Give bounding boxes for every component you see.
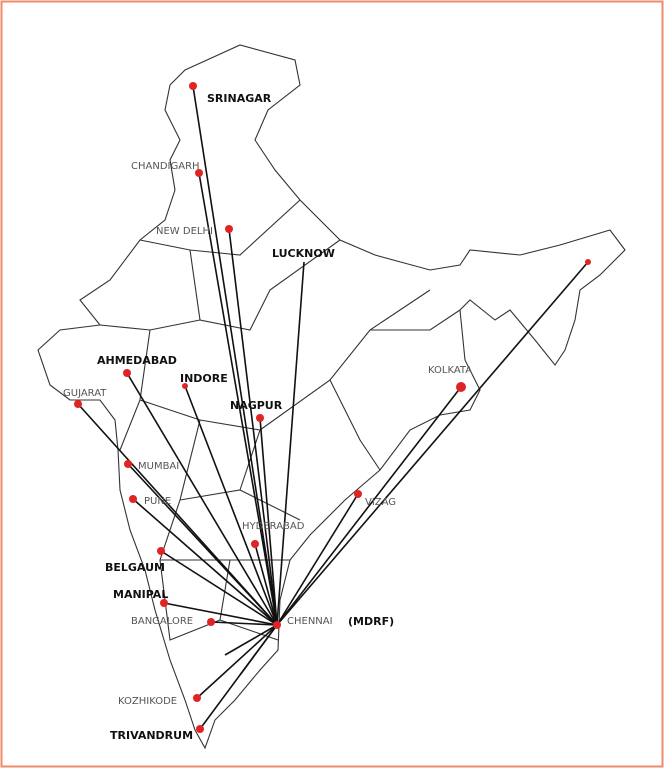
link	[126, 372, 278, 626]
city-label: CHANDIGARH	[131, 161, 200, 172]
city-label: BELGAUM	[105, 561, 165, 574]
city-label: AHMEDABAD	[97, 354, 177, 367]
link	[210, 621, 278, 626]
city-label: MUMBAI	[138, 461, 179, 472]
link	[276, 261, 305, 626]
city-label: TRIVANDRUM	[110, 729, 193, 742]
city-dot	[157, 547, 165, 555]
dots	[74, 82, 591, 733]
city-dot	[160, 599, 168, 607]
link	[254, 543, 278, 626]
link	[132, 498, 278, 626]
city-label: GUJARAT	[63, 388, 107, 399]
labels: SRINAGAR CHANDIGARH NEW DELHI LUCKNOW AH…	[63, 92, 472, 742]
city-dot	[74, 400, 82, 408]
link	[160, 550, 278, 626]
city-dot	[354, 490, 362, 498]
links	[77, 85, 589, 730]
link	[196, 624, 278, 699]
city-label: NEW DELHI	[156, 226, 213, 237]
city-dot	[456, 382, 466, 392]
city-dot	[193, 694, 201, 702]
hub-dot	[273, 621, 281, 629]
link	[228, 228, 278, 626]
link	[127, 463, 278, 626]
city-dot	[196, 725, 204, 733]
city-label: LUCKNOW	[272, 247, 335, 260]
city-dot	[123, 369, 131, 377]
link	[192, 85, 278, 626]
hub-note: (MDRF)	[348, 615, 394, 628]
link	[224, 624, 278, 656]
city-label: KOZHIKODE	[118, 696, 177, 707]
india-outline	[37, 44, 626, 750]
city-dot	[207, 618, 215, 626]
city-dot	[129, 495, 137, 503]
hub-label: CHENNAI	[287, 616, 333, 627]
city-dot	[251, 540, 259, 548]
link	[259, 417, 278, 626]
link	[198, 172, 278, 626]
city-label: NAGPUR	[230, 399, 283, 412]
city-dot	[124, 460, 132, 468]
link	[184, 385, 278, 626]
city-dot	[189, 82, 197, 90]
city-dot	[225, 225, 233, 233]
city-dot	[195, 169, 203, 177]
link	[276, 261, 589, 626]
city-dot	[182, 383, 188, 389]
city-dot	[256, 414, 264, 422]
city-label: KOLKATA	[428, 365, 472, 376]
city-label: BANGALORE	[131, 616, 193, 627]
link	[276, 386, 462, 626]
city-label: PUNE	[144, 496, 171, 507]
city-label: INDORE	[180, 372, 228, 385]
city-label: VIZAG	[365, 497, 396, 508]
link	[276, 493, 359, 626]
link	[239, 624, 278, 676]
city-label: MANIPAL	[113, 588, 168, 601]
city-label: SRINAGAR	[207, 92, 272, 105]
state-borders	[99, 199, 461, 641]
city-dot	[585, 259, 591, 265]
city-label: HYDERABAD	[242, 521, 305, 532]
link	[163, 602, 278, 626]
